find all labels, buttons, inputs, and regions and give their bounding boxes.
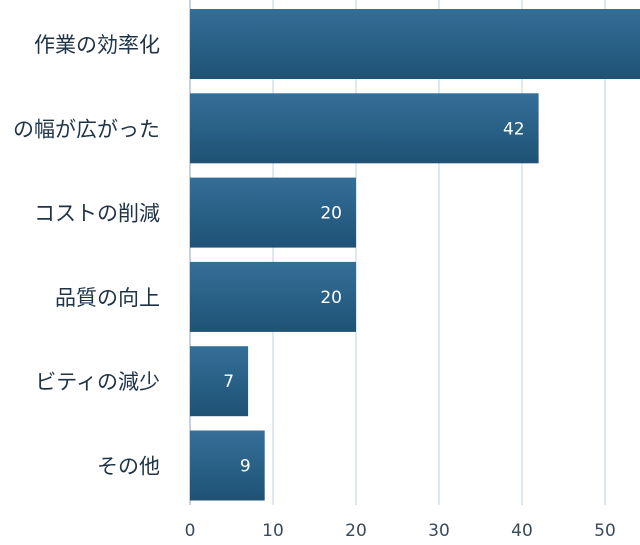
data-label-2: 42 — [503, 119, 525, 139]
x-tick-label-20: 20 — [345, 521, 367, 541]
category-label-6: その他 — [97, 455, 160, 479]
gridlines — [189, 0, 606, 505]
x-tick-label-10: 10 — [262, 521, 284, 541]
bar-3 — [190, 177, 356, 248]
category-label-5: ビティの減少 — [35, 370, 160, 394]
bar-5 — [190, 346, 249, 417]
data-label-3: 20 — [320, 204, 342, 224]
bars: 42 20 20 7 9 — [190, 9, 640, 501]
category-label-2: の幅が広がった — [13, 117, 160, 141]
data-label-4: 20 — [320, 288, 342, 308]
bar-1 — [190, 9, 640, 79]
category-label-3: コストの削減 — [34, 202, 160, 226]
data-label-5: 7 — [223, 372, 234, 392]
category-label-1: 作業の効率化 — [34, 33, 160, 57]
x-tick-label-50: 50 — [594, 521, 616, 541]
category-label-4: 品質の向上 — [55, 286, 160, 310]
x-tick-label-40: 40 — [511, 521, 533, 541]
x-tick-label-30: 30 — [428, 521, 450, 541]
bar-2 — [190, 93, 539, 164]
bar-6 — [190, 430, 265, 501]
x-axis-tick-labels: 0 10 20 30 40 50 — [185, 521, 616, 541]
bar-4 — [190, 261, 356, 332]
x-tick-label-0: 0 — [185, 521, 196, 541]
data-label-6: 9 — [240, 457, 251, 477]
